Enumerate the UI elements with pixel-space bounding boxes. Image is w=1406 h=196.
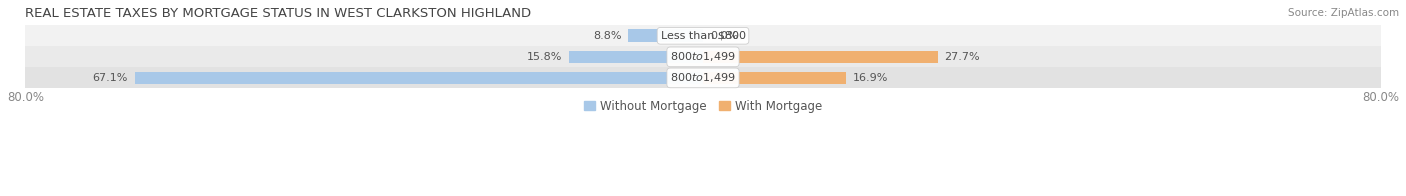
Bar	[25, 25, 1381, 46]
Text: 8.8%: 8.8%	[593, 31, 621, 41]
Bar	[135, 72, 703, 84]
Text: 16.9%: 16.9%	[853, 73, 889, 83]
Text: 27.7%: 27.7%	[945, 52, 980, 62]
Bar	[569, 51, 703, 63]
Bar	[703, 72, 846, 84]
Bar	[703, 51, 938, 63]
Text: 0.0%: 0.0%	[710, 31, 738, 41]
Text: $800 to $1,499: $800 to $1,499	[671, 71, 735, 84]
Text: Source: ZipAtlas.com: Source: ZipAtlas.com	[1288, 8, 1399, 18]
Legend: Without Mortgage, With Mortgage: Without Mortgage, With Mortgage	[579, 95, 827, 117]
Text: 15.8%: 15.8%	[527, 52, 562, 62]
Text: $800 to $1,499: $800 to $1,499	[671, 50, 735, 63]
Text: REAL ESTATE TAXES BY MORTGAGE STATUS IN WEST CLARKSTON HIGHLAND: REAL ESTATE TAXES BY MORTGAGE STATUS IN …	[25, 7, 531, 20]
Text: Less than $800: Less than $800	[661, 31, 745, 41]
Bar	[628, 29, 703, 42]
Bar	[25, 46, 1381, 67]
Bar	[25, 67, 1381, 88]
Text: 67.1%: 67.1%	[93, 73, 128, 83]
